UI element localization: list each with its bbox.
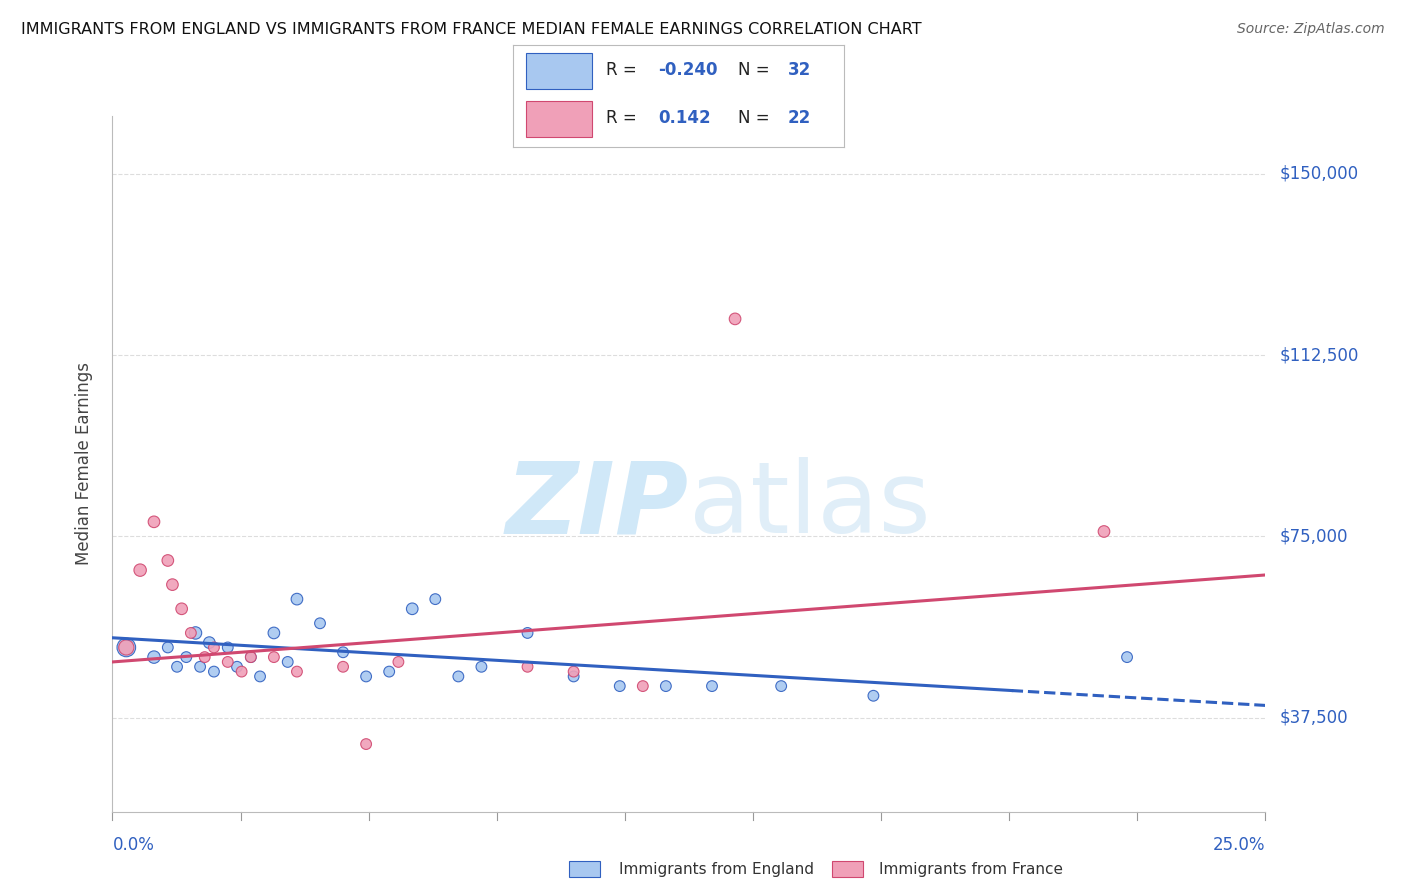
- Point: [129, 563, 152, 577]
- Text: 0.142: 0.142: [658, 109, 711, 127]
- Text: N =: N =: [738, 109, 775, 127]
- Point: [470, 660, 492, 674]
- Point: [217, 640, 239, 655]
- Text: -0.240: -0.240: [658, 61, 718, 78]
- Point: [1092, 524, 1115, 539]
- Point: [309, 616, 332, 631]
- Point: [387, 655, 409, 669]
- Point: [202, 665, 225, 679]
- Point: [166, 660, 188, 674]
- Point: [562, 665, 585, 679]
- Point: [143, 650, 166, 665]
- Point: [655, 679, 678, 693]
- Point: [180, 626, 202, 640]
- Text: atlas: atlas: [689, 457, 931, 554]
- Text: N =: N =: [738, 61, 775, 78]
- Text: 25.0%: 25.0%: [1213, 836, 1265, 854]
- Point: [156, 640, 179, 655]
- Point: [285, 592, 308, 607]
- Text: Immigrants from England: Immigrants from England: [619, 863, 814, 877]
- Point: [184, 626, 207, 640]
- Text: ZIP: ZIP: [506, 457, 689, 554]
- Point: [332, 660, 354, 674]
- Point: [378, 665, 401, 679]
- Point: [277, 655, 299, 669]
- Text: $150,000: $150,000: [1279, 165, 1358, 183]
- Text: 0.0%: 0.0%: [112, 836, 155, 854]
- Point: [188, 660, 211, 674]
- Point: [162, 577, 184, 591]
- Point: [354, 737, 377, 751]
- Point: [115, 640, 138, 655]
- Point: [700, 679, 723, 693]
- Point: [156, 553, 179, 567]
- Point: [770, 679, 793, 693]
- Point: [239, 650, 262, 665]
- Point: [609, 679, 631, 693]
- Point: [198, 635, 221, 649]
- Text: 22: 22: [787, 109, 811, 127]
- Point: [226, 660, 249, 674]
- Point: [425, 592, 447, 607]
- Point: [263, 626, 285, 640]
- Point: [115, 640, 138, 655]
- Point: [354, 669, 377, 683]
- Text: $112,500: $112,500: [1279, 346, 1358, 364]
- Point: [724, 312, 747, 326]
- Point: [202, 640, 225, 655]
- Point: [562, 669, 585, 683]
- Bar: [526, 101, 592, 137]
- Text: R =: R =: [606, 61, 641, 78]
- Point: [1116, 650, 1139, 665]
- Point: [249, 669, 271, 683]
- Point: [263, 650, 285, 665]
- Point: [516, 626, 538, 640]
- Point: [631, 679, 654, 693]
- Point: [401, 602, 423, 616]
- Point: [217, 655, 239, 669]
- Point: [231, 665, 253, 679]
- Text: Source: ZipAtlas.com: Source: ZipAtlas.com: [1237, 22, 1385, 37]
- Point: [862, 689, 884, 703]
- Point: [285, 665, 308, 679]
- Text: Immigrants from France: Immigrants from France: [879, 863, 1063, 877]
- Text: $37,500: $37,500: [1279, 708, 1348, 726]
- Text: Median Female Earnings: Median Female Earnings: [75, 362, 93, 566]
- Text: 32: 32: [787, 61, 811, 78]
- Point: [143, 515, 166, 529]
- Point: [332, 645, 354, 659]
- Bar: [526, 53, 592, 88]
- Text: IMMIGRANTS FROM ENGLAND VS IMMIGRANTS FROM FRANCE MEDIAN FEMALE EARNINGS CORRELA: IMMIGRANTS FROM ENGLAND VS IMMIGRANTS FR…: [21, 22, 922, 37]
- Point: [194, 650, 217, 665]
- Point: [170, 602, 193, 616]
- Text: R =: R =: [606, 109, 641, 127]
- Text: $75,000: $75,000: [1279, 527, 1348, 545]
- Point: [174, 650, 197, 665]
- Point: [447, 669, 470, 683]
- Point: [516, 660, 538, 674]
- Point: [239, 650, 262, 665]
